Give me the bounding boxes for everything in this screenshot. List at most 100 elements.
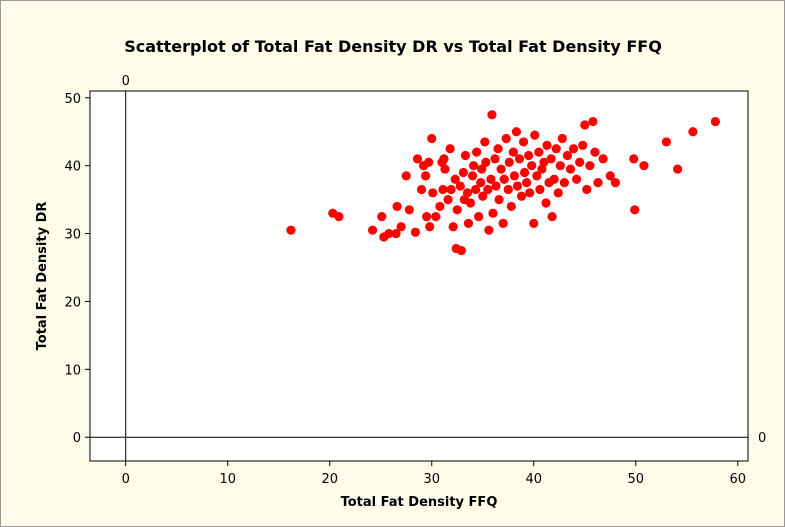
data-point xyxy=(499,174,509,184)
x-tick-label: 30 xyxy=(423,472,440,487)
data-point xyxy=(286,225,296,235)
data-point xyxy=(422,211,432,222)
data-point xyxy=(555,161,565,171)
data-point xyxy=(630,205,640,215)
data-point xyxy=(476,178,486,188)
data-point xyxy=(522,178,532,188)
data-point xyxy=(448,222,458,232)
data-point xyxy=(427,133,437,144)
data-point xyxy=(593,178,603,188)
data-point xyxy=(458,167,468,178)
data-point xyxy=(639,161,649,171)
data-point xyxy=(549,174,559,184)
data-point xyxy=(514,154,525,164)
data-point xyxy=(568,144,579,154)
y-axis-label: Total Fat Density DR xyxy=(35,202,50,351)
data-point xyxy=(367,225,378,235)
data-point xyxy=(551,144,561,154)
y-tick-label: 20 xyxy=(64,295,81,310)
data-point xyxy=(396,222,406,232)
axis-ticks: 0 10 20 30 40 50 60 0 10 20 30 40 50 xyxy=(64,92,746,487)
data-point xyxy=(582,184,592,195)
data-point xyxy=(446,184,456,195)
data-point xyxy=(404,205,414,215)
data-point xyxy=(490,154,500,164)
data-point xyxy=(559,178,569,188)
data-point xyxy=(460,150,471,161)
data-point xyxy=(506,201,516,212)
data-point xyxy=(494,195,504,205)
data-point xyxy=(539,157,549,167)
x-tick-label: 10 xyxy=(219,472,236,487)
data-point xyxy=(463,218,474,228)
data-point xyxy=(481,157,491,167)
data-point xyxy=(474,211,484,222)
reference-lines: 00 xyxy=(90,74,766,461)
y-tick-label: 0 xyxy=(73,431,81,446)
data-point xyxy=(598,154,608,164)
data-point xyxy=(488,208,498,218)
data-point xyxy=(572,174,582,184)
data-point xyxy=(562,150,573,161)
data-point xyxy=(487,110,497,120)
data-point xyxy=(421,171,431,181)
data-point xyxy=(509,171,519,181)
data-point xyxy=(377,211,387,222)
data-point xyxy=(529,218,539,228)
data-point xyxy=(547,211,557,222)
data-point xyxy=(498,218,508,228)
data-point xyxy=(438,184,448,195)
data-point xyxy=(553,188,563,198)
data-point xyxy=(334,211,344,222)
data-point xyxy=(443,195,453,205)
data-point xyxy=(542,140,552,150)
data-point xyxy=(588,116,598,127)
data-point xyxy=(516,191,527,201)
data-point xyxy=(710,116,720,127)
data-point xyxy=(504,157,514,167)
data-point xyxy=(590,147,600,157)
y-tick-label: 10 xyxy=(64,363,81,378)
data-point xyxy=(465,198,476,208)
data-point xyxy=(384,228,394,239)
data-point xyxy=(524,150,534,161)
data-point xyxy=(416,184,427,195)
data-point xyxy=(455,181,465,191)
data-point xyxy=(424,157,434,167)
data-point xyxy=(585,161,595,171)
data-point xyxy=(471,184,481,195)
data-point xyxy=(483,184,493,195)
data-point xyxy=(605,171,615,181)
data-point xyxy=(468,161,479,171)
data-point xyxy=(661,137,671,147)
y-tick-label: 50 xyxy=(64,92,81,107)
data-point xyxy=(508,147,518,157)
data-point xyxy=(535,184,545,195)
data-point xyxy=(546,154,556,164)
data-point xyxy=(610,178,620,188)
data-point xyxy=(391,228,401,239)
data-point xyxy=(493,144,503,154)
data-point xyxy=(456,245,466,256)
data-point xyxy=(439,154,449,164)
data-point xyxy=(673,164,683,174)
data-point xyxy=(486,174,496,184)
y-reference-line-label: 0 xyxy=(758,431,766,446)
data-points xyxy=(286,110,720,256)
data-point xyxy=(496,164,506,174)
data-point xyxy=(450,174,460,184)
data-point xyxy=(519,167,530,178)
x-tick-label: 0 xyxy=(122,472,130,487)
y-tick-label: 30 xyxy=(64,228,81,243)
data-point xyxy=(440,164,450,174)
data-point xyxy=(410,227,421,237)
data-point xyxy=(532,171,542,181)
data-point xyxy=(557,133,567,144)
data-point xyxy=(467,171,478,181)
data-point xyxy=(477,164,487,174)
data-point xyxy=(565,164,576,174)
data-point xyxy=(527,161,537,171)
data-point xyxy=(428,188,438,198)
